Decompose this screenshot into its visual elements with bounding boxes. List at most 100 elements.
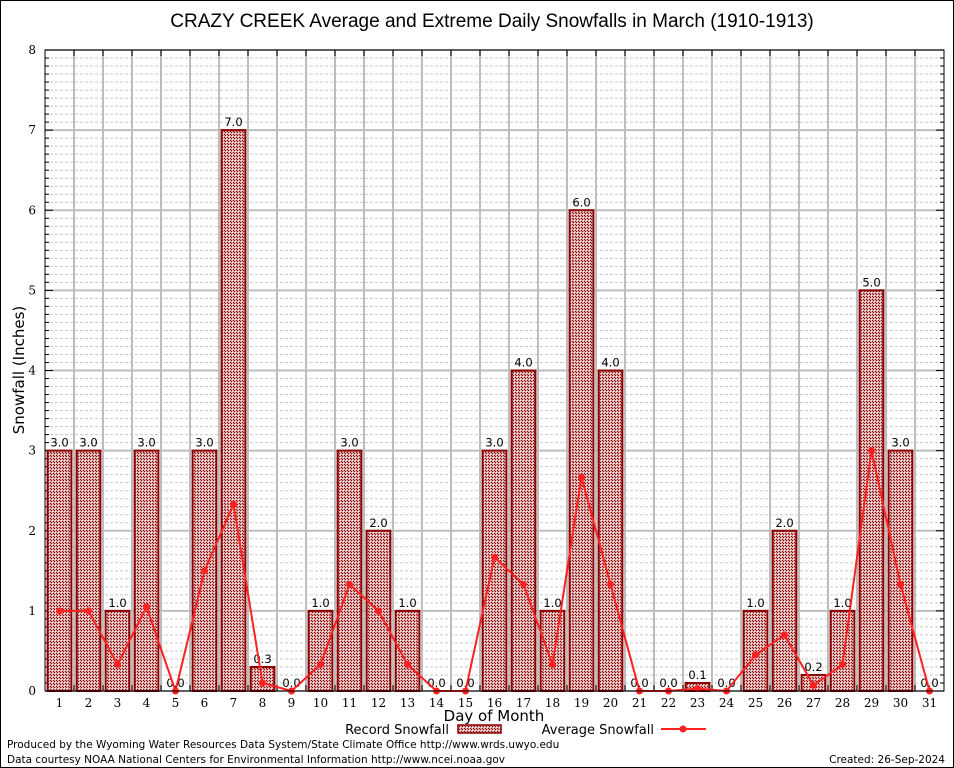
x-tick-label: 19 bbox=[574, 696, 589, 710]
chart-title: CRAZY CREEK Average and Extreme Daily Sn… bbox=[170, 11, 813, 32]
x-tick-label: 8 bbox=[259, 696, 267, 710]
x-tick-label: 1 bbox=[56, 696, 64, 710]
bar-day-30 bbox=[887, 449, 914, 692]
bar-day-7 bbox=[220, 129, 247, 692]
x-tick-label: 9 bbox=[288, 696, 296, 710]
bar-day-25 bbox=[742, 609, 769, 692]
bar-label-day-1: 3.0 bbox=[50, 436, 68, 450]
x-tick-label: 4 bbox=[143, 696, 151, 710]
footer-produced-by: Produced by the Wyoming Water Resources … bbox=[7, 739, 559, 751]
average-point-day-28 bbox=[839, 661, 846, 669]
x-tick-label: 28 bbox=[835, 696, 850, 710]
footer-created-date: Created: 26-Sep-2024 bbox=[829, 754, 945, 766]
bar-day-11 bbox=[336, 449, 363, 692]
y-tick-label: 7 bbox=[28, 123, 36, 137]
average-point-day-27 bbox=[810, 681, 817, 689]
record-snowfall-bars bbox=[46, 129, 914, 693]
bar-day-16 bbox=[481, 449, 508, 692]
y-tick-label: 8 bbox=[28, 43, 36, 57]
average-point-day-13 bbox=[404, 661, 411, 669]
bar-label-day-8: 0.3 bbox=[253, 652, 271, 666]
bar-label-day-16: 3.0 bbox=[485, 436, 503, 450]
bar-day-4 bbox=[133, 449, 160, 692]
x-tick-label: 14 bbox=[429, 696, 445, 710]
bar-label-day-6: 3.0 bbox=[195, 436, 213, 450]
x-tick-label: 7 bbox=[230, 696, 238, 710]
y-tick-label: 0 bbox=[28, 684, 36, 698]
average-point-day-8 bbox=[259, 679, 266, 687]
x-tick-label: 6 bbox=[201, 696, 209, 710]
bar-label-day-22: 0.0 bbox=[659, 676, 677, 690]
y-axis-label: Snowfall (Inches) bbox=[10, 306, 28, 434]
average-point-day-16 bbox=[491, 553, 498, 561]
x-tick-label: 27 bbox=[806, 696, 821, 710]
bar-label-day-4: 3.0 bbox=[137, 436, 155, 450]
x-tick-label: 24 bbox=[719, 696, 735, 710]
y-tick-label: 3 bbox=[28, 444, 36, 458]
average-point-day-19 bbox=[578, 473, 585, 481]
bar-day-28 bbox=[829, 609, 856, 692]
bar-label-day-30: 3.0 bbox=[891, 436, 909, 450]
bar-label-day-10: 1.0 bbox=[311, 596, 329, 610]
bar-label-day-13: 1.0 bbox=[398, 596, 416, 610]
legend-swatch-record bbox=[457, 724, 502, 734]
bar-label-day-2: 3.0 bbox=[79, 436, 97, 450]
legend: Record Snowfall Average Snowfall bbox=[345, 723, 706, 738]
bar-day-10 bbox=[307, 609, 334, 692]
average-point-day-30 bbox=[897, 580, 904, 588]
average-point-day-10 bbox=[317, 661, 324, 669]
y-tick-label: 4 bbox=[28, 364, 36, 378]
x-tick-label: 16 bbox=[487, 696, 502, 710]
bar-label-day-11: 3.0 bbox=[340, 436, 358, 450]
bar-label-day-26: 2.0 bbox=[775, 516, 793, 530]
bar-day-26 bbox=[771, 529, 798, 692]
bar-label-day-31: 0.0 bbox=[920, 676, 938, 690]
x-tick-label: 3 bbox=[114, 696, 122, 710]
y-axis-ticks: 0 1 2 3 4 5 6 7 8 bbox=[28, 43, 944, 698]
y-tick-label: 6 bbox=[28, 203, 36, 217]
average-point-day-1 bbox=[56, 607, 63, 615]
y-tick-label: 2 bbox=[28, 524, 36, 538]
average-point-day-2 bbox=[85, 607, 92, 615]
bar-label-day-19: 6.0 bbox=[572, 195, 590, 209]
average-point-day-12 bbox=[375, 607, 382, 615]
x-tick-label: 11 bbox=[342, 696, 357, 710]
x-tick-label: 21 bbox=[632, 696, 647, 710]
x-tick-label: 10 bbox=[313, 696, 328, 710]
bar-day-1 bbox=[46, 449, 73, 692]
average-point-day-23 bbox=[694, 685, 701, 693]
bar-label-day-28: 1.0 bbox=[833, 596, 851, 610]
x-tick-label: 23 bbox=[690, 696, 705, 710]
x-tick-label: 18 bbox=[545, 696, 560, 710]
x-axis-label: Day of Month bbox=[444, 707, 545, 725]
x-tick-label: 29 bbox=[864, 696, 879, 710]
bar-label-day-23: 0.1 bbox=[688, 668, 706, 682]
bar-label-day-21: 0.0 bbox=[630, 676, 648, 690]
average-point-day-7 bbox=[230, 500, 237, 508]
bar-label-day-18: 1.0 bbox=[543, 596, 561, 610]
x-tick-label: 15 bbox=[458, 696, 473, 710]
footer-data-courtesy: Data courtesy NOAA National Centers for … bbox=[7, 754, 505, 766]
x-tick-label: 26 bbox=[777, 696, 792, 710]
average-point-day-29 bbox=[868, 447, 875, 455]
y-tick-label: 1 bbox=[28, 604, 36, 618]
x-tick-label: 13 bbox=[400, 696, 415, 710]
bar-day-18 bbox=[539, 609, 566, 692]
plot-border bbox=[44, 49, 945, 692]
average-point-day-26 bbox=[781, 631, 788, 639]
x-tick-label: 12 bbox=[371, 696, 386, 710]
y-tick-label: 5 bbox=[28, 283, 36, 297]
average-point-day-11 bbox=[346, 580, 353, 588]
grid bbox=[45, 49, 944, 692]
bar-data-labels: 3.0 3.0 1.0 3.0 0.0 3.0 7.0 0.3 0.0 1.0 3.0 2.0 1.0 0… bbox=[50, 115, 938, 690]
average-snowfall-line bbox=[56, 447, 933, 695]
bar-day-17 bbox=[510, 369, 537, 692]
average-point-day-3 bbox=[114, 661, 121, 669]
average-point-day-6 bbox=[201, 567, 208, 575]
x-tick-label: 31 bbox=[922, 696, 937, 710]
average-point-day-18 bbox=[549, 661, 556, 669]
legend-swatch-average-marker bbox=[679, 725, 687, 733]
bar-day-20 bbox=[597, 369, 624, 692]
average-point-day-20 bbox=[607, 580, 614, 588]
